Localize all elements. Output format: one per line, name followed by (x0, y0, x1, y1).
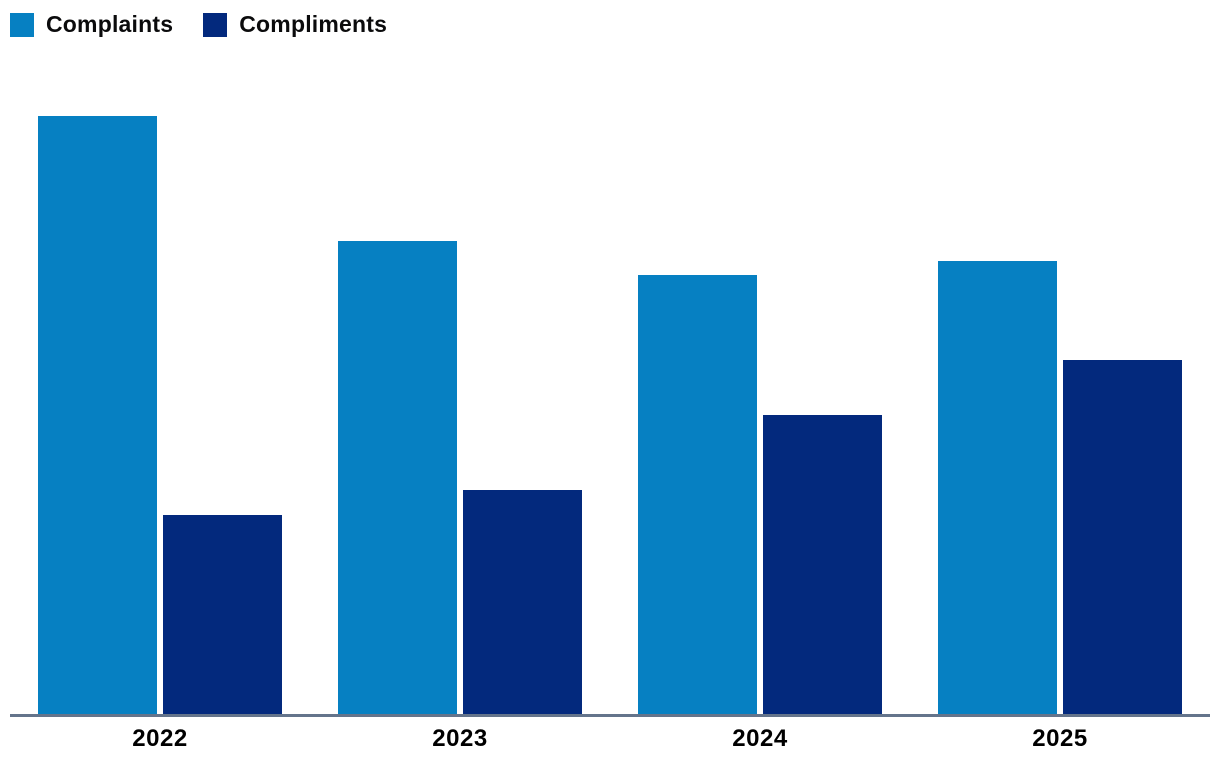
x-axis-label-2024: 2024 (732, 725, 788, 752)
x-axis-line (10, 714, 1210, 717)
legend-item-complaints: Complaints (10, 11, 173, 38)
bar-complaints-2022 (38, 116, 157, 714)
x-axis-label-2022: 2022 (132, 725, 188, 752)
bar-compliments-2024 (763, 415, 882, 714)
bar-complaints-2024 (638, 275, 757, 714)
bar-compliments-2025 (1063, 360, 1182, 714)
legend-label: Complaints (46, 11, 174, 37)
bar-complaints-2025 (938, 261, 1057, 714)
bar-compliments-2023 (463, 490, 582, 714)
legend-label: Compliments (239, 11, 388, 37)
legend-swatch-icon (10, 12, 34, 37)
x-axis-label-2023: 2023 (432, 725, 488, 752)
legend-swatch-icon (203, 12, 228, 37)
legend-item-compliments: Compliments (203, 11, 387, 38)
chart-legend: Complaints Compliments (10, 11, 387, 38)
bar-compliments-2022 (163, 515, 282, 714)
bar-complaints-2023 (338, 241, 457, 714)
x-axis-label-2025: 2025 (1032, 725, 1088, 752)
